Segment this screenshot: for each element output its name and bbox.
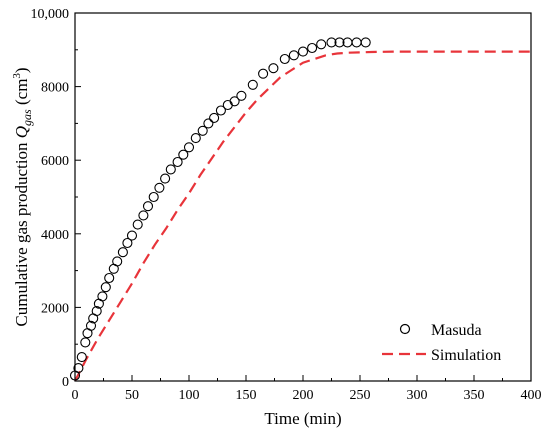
masuda-point-20 bbox=[148, 191, 159, 203]
masuda-point-30 bbox=[209, 112, 220, 123]
y-axis-label-symbol: Q bbox=[12, 126, 31, 138]
masuda-point-39 bbox=[288, 50, 299, 61]
masuda-point-40 bbox=[297, 46, 309, 57]
masuda-point-2 bbox=[76, 352, 87, 363]
masuda-point-14 bbox=[117, 247, 128, 258]
masuda-point-43 bbox=[326, 37, 337, 48]
legend: Masuda Simulation bbox=[382, 322, 501, 364]
masuda-point-16 bbox=[126, 230, 138, 241]
masuda-point-25 bbox=[178, 149, 189, 160]
x-tick-label-8: 400 bbox=[521, 388, 542, 403]
masuda-point-34 bbox=[236, 90, 247, 101]
masuda-point-5 bbox=[85, 320, 97, 331]
simulation-series bbox=[74, 50, 531, 382]
y-axis-label: Cumulative gas production Qgas (cm3) bbox=[11, 67, 34, 326]
masuda-point-17 bbox=[132, 219, 143, 230]
x-tick-label-4: 200 bbox=[293, 388, 314, 403]
x-tick-label-3: 150 bbox=[236, 388, 257, 403]
masuda-point-32 bbox=[222, 99, 233, 111]
masuda-point-37 bbox=[268, 63, 279, 74]
masuda-point-35 bbox=[247, 79, 258, 90]
masuda-point-19 bbox=[142, 201, 154, 212]
masuda-series bbox=[69, 37, 371, 381]
masuda-point-24 bbox=[172, 156, 183, 168]
y-tick-label-2: 4000 bbox=[41, 228, 69, 243]
masuda-point-28 bbox=[197, 125, 208, 136]
y-tick-label-4: 8000 bbox=[41, 81, 69, 96]
legend-simulation-label: Simulation bbox=[431, 347, 501, 364]
masuda-point-7 bbox=[91, 306, 102, 317]
masuda-point-46 bbox=[351, 37, 362, 48]
masuda-point-26 bbox=[183, 142, 195, 153]
x-tick-label-5: 250 bbox=[350, 388, 371, 403]
x-tick-label-2: 100 bbox=[179, 388, 200, 403]
masuda-point-9 bbox=[97, 291, 108, 302]
y-tick-labels: 0 2000 4000 6000 8000 10,000 bbox=[31, 7, 70, 390]
masuda-point-41 bbox=[307, 42, 318, 54]
y-axis-label-main: Cumulative gas production bbox=[12, 138, 31, 326]
x-axis-label: Time (min) bbox=[264, 409, 341, 428]
masuda-point-13 bbox=[112, 256, 123, 267]
masuda-point-1 bbox=[73, 363, 84, 374]
x-tick-label-1: 50 bbox=[125, 388, 139, 403]
masuda-point-29 bbox=[203, 118, 214, 129]
x-tick-label-0: 0 bbox=[72, 388, 79, 403]
masuda-point-36 bbox=[258, 68, 269, 79]
masuda-point-44 bbox=[334, 37, 345, 48]
masuda-point-21 bbox=[154, 182, 165, 193]
y-tick-label-0: 0 bbox=[62, 375, 69, 390]
masuda-point-15 bbox=[122, 237, 133, 249]
masuda-point-22 bbox=[160, 173, 171, 184]
y-tick-label-3: 6000 bbox=[41, 154, 69, 169]
masuda-point-38 bbox=[279, 53, 290, 65]
x-tick-label-6: 300 bbox=[407, 388, 428, 403]
y-axis-label-unit-close: ) bbox=[12, 67, 31, 73]
simulation-line bbox=[74, 50, 531, 382]
masuda-point-27 bbox=[190, 133, 201, 144]
axis-ticks bbox=[74, 12, 532, 382]
masuda-point-47 bbox=[360, 37, 371, 48]
masuda-point-42 bbox=[316, 39, 327, 50]
x-tick-label-7: 350 bbox=[464, 388, 485, 403]
masuda-point-18 bbox=[138, 210, 149, 221]
y-tick-label-1: 2000 bbox=[41, 301, 69, 316]
y-tick-label-5: 10,000 bbox=[31, 7, 70, 22]
x-tick-labels: 0 50 100 150 200 250 300 350 400 bbox=[72, 388, 542, 403]
masuda-point-3 bbox=[80, 337, 91, 348]
y-axis-label-unit-open: (cm bbox=[12, 79, 31, 110]
y-axis-label-subscript: gas bbox=[20, 109, 34, 126]
y-axis-label-unit-exp: 3 bbox=[11, 73, 23, 79]
masuda-point-33 bbox=[229, 96, 240, 107]
masuda-point-31 bbox=[215, 105, 226, 116]
masuda-point-10 bbox=[100, 282, 111, 293]
masuda-point-11 bbox=[104, 272, 115, 284]
legend-masuda-marker bbox=[399, 323, 411, 335]
masuda-point-23 bbox=[165, 164, 176, 175]
legend-masuda-label: Masuda bbox=[431, 322, 482, 339]
